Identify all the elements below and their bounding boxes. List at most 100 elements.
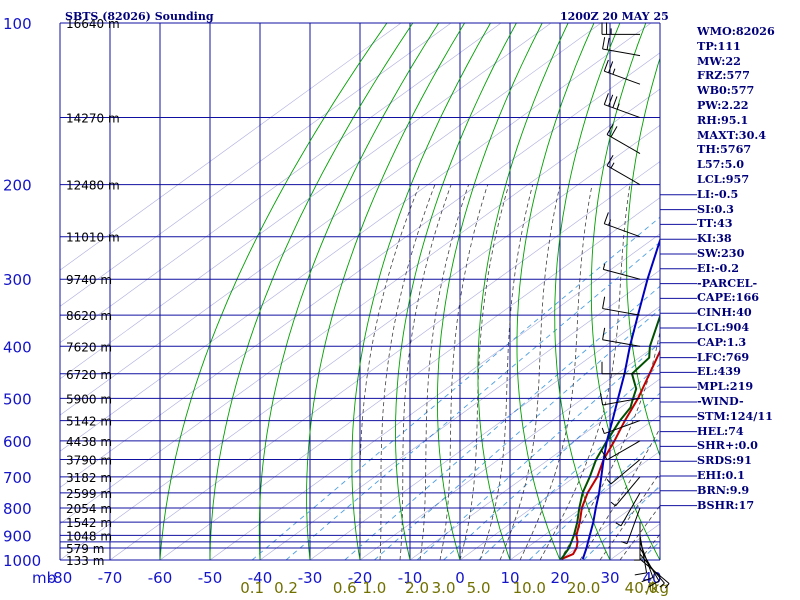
temperature-tick-label: -40 [248,569,273,587]
isotherm-line [60,88,660,525]
wind-barb [606,123,641,154]
wind-barb-staff [610,459,641,485]
height-label: 12480 m [66,179,120,193]
moist-adiabat-line [539,184,631,560]
wind-barb-flag [664,583,670,589]
wind-barb [615,492,641,527]
index-line: SI:0.3 [697,201,734,216]
index-line: WMO:82026 [697,24,775,38]
pressure-tick-label: 1000 [3,552,41,570]
height-label: 8620 m [66,309,112,323]
isobars [60,22,697,561]
wind-barb [601,22,640,35]
temperature-axis: -80-70-60-50-40-30-20-10010203040 [48,569,662,587]
wind-barb-staff [603,268,641,280]
height-label: 1048 m [66,529,112,543]
moist-adiabat-line [519,184,593,560]
pressure-tick-label: 200 [3,177,32,195]
height-label: 11010 m [66,231,120,245]
height-label: 9740 m [66,273,112,287]
wind-barb-flag [608,94,614,107]
temperature-tick-label: 30 [600,569,619,587]
wind-barb-flag [602,296,606,309]
wind-barb-flag [641,577,654,583]
height-label: 133 m [66,554,104,568]
height-label: 16640 m [66,17,120,31]
index-line: BSHR:17 [697,497,755,512]
isotherm-line [509,450,660,560]
wind-barb-staff [620,492,641,527]
wind-barb-staff [606,134,641,154]
moist-adiabat-line [379,184,436,560]
wind-barb [603,59,641,85]
mixing-ratio-labels: 0.1 0.2 0.6 1.0 2.0 3.0 5.0 10.0 20.0 40.0/kg [240,579,669,597]
wind-barb-flag [606,479,612,485]
isotherm-line [459,414,660,560]
wind-barb [603,93,641,119]
index-line: CAPE:166 [697,290,760,305]
index-line: HEL:74 [697,423,744,438]
isotherm-line [60,52,660,488]
index-line: KI:38 [697,231,732,246]
wind-barb-flag [601,427,605,434]
dry-adiabat-line [477,23,569,560]
index-line: EI:-0.2 [697,260,739,275]
wind-barb [634,535,648,576]
wind-barb-flag [612,68,616,75]
dry-adiabat-line [395,23,517,560]
isotherm-line [359,342,660,560]
temperature-tick-label: 10 [500,569,519,587]
isotherm-line [60,23,602,416]
moist-adiabat-line [399,184,452,560]
wind-barb-flag [600,449,608,461]
index-line: TT:43 [697,216,733,231]
index-line: STM:124/11 [697,408,773,423]
mixing-ratio-label: 10.0 [513,579,546,597]
isotherm-line [109,161,660,560]
mixing-ratio-label: 5.0 [467,579,491,597]
temperature-tick-label: -30 [298,569,323,587]
index-line: CINH:40 [697,305,752,320]
pressure-tick-label: 700 [3,469,32,487]
temperature-tick-label: -10 [398,569,423,587]
index-line: CAP:1.3 [697,334,747,349]
wind-barb [603,212,641,238]
wind-barb-staff [606,440,641,461]
wind-barb-staff [604,104,641,119]
index-line: EL:439 [697,364,741,379]
pressure-tick-label: 800 [3,500,32,518]
wind-barb-staff [602,397,641,406]
index-line: LFC:769 [697,349,750,364]
wind-barb-flag [600,393,604,406]
wind-barb-flag [610,501,616,507]
temperature-tick-label: 0 [455,569,465,587]
wind-barb [610,476,641,507]
index-line: TP:111 [697,38,741,53]
height-label: 1542 m [66,516,112,530]
temperature-tick-label: -70 [98,569,123,587]
wind-barb-flag [603,93,609,105]
wind-barb-staff [626,507,641,544]
index-line: RH:95.1 [697,112,749,127]
mixing-ratio-line [583,485,660,560]
isotherm-line [60,23,552,380]
height-labels: 16640 m 14270 m 12480 m 11010 m 9740 m 8620 m… [66,17,120,568]
index-line: FRZ:577 [697,68,750,83]
wind-barb-flag [606,37,610,50]
wind-barb-staff [602,339,641,347]
wind-barb-flag [610,126,618,138]
moist-adiabat-line [499,184,561,560]
wind-barb-staff [606,165,641,186]
moist-adiabat-line [419,184,469,560]
indices-panel: WMO:82026 TP:111 MW:22 FRZ:577 WB0:577 PW:2.2… [697,24,800,512]
height-label: 6720 m [66,368,112,382]
wind-barb-flag [610,162,615,169]
index-line: L57:5.0 [697,157,745,172]
temperature-tick-label: -20 [348,569,373,587]
temperature-tick-label: 20 [550,569,569,587]
wind-barb-flag [606,155,614,166]
wind-barb-flag [648,580,660,588]
wind-barb-staff [602,48,641,57]
mixing-ratio-label: 0.2 [274,579,298,597]
